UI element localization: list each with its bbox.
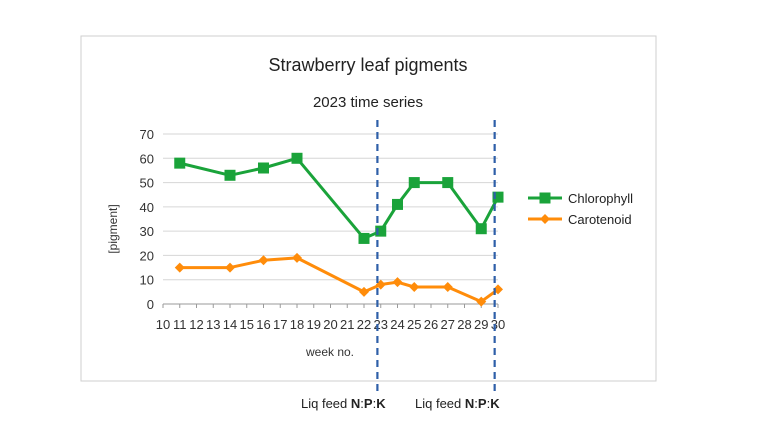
y-tick-label: 30 [140,224,154,239]
annotation-1-n: N [350,396,361,411]
x-tick-label: 13 [206,317,220,332]
chart-frame [80,35,657,382]
x-tick-label: 16 [256,317,270,332]
annotation-2-sep1: : [474,396,478,411]
x-tick-label: 19 [307,317,321,332]
data-point-carotenoid [292,252,302,263]
x-tick-label: 17 [273,317,287,332]
legend-marker-carotenoid [540,214,550,224]
x-tick-label: 25 [407,317,421,332]
data-point-chlorophyll [392,198,403,210]
annotation-2-sep2: : [486,396,491,411]
annotation-2-k: K [490,396,500,411]
data-point-chlorophyll [475,223,487,235]
x-tick-label: 15 [240,317,254,332]
x-tick-label: 27 [441,317,455,332]
data-point-chlorophyll [492,191,504,203]
annotation-1-sep1: : [360,396,364,411]
annotation-1-sep2: : [372,396,377,411]
chart-subtitle: 2023 time series [313,94,423,111]
data-point-chlorophyll [258,162,269,174]
data-point-chlorophyll [358,232,370,244]
annotation-1-text: Liq feed [301,396,351,411]
annotation-2-text: Liq feed [415,396,465,411]
y-tick-label: 20 [140,248,154,263]
data-point-carotenoid [392,277,403,288]
x-tick-label: 28 [457,317,471,332]
legend-label-chlorophyll: Chlorophyll [568,191,633,206]
x-tick-label: 10 [156,317,170,332]
y-tick-label: 50 [140,176,154,191]
y-tick-label: 0 [147,297,154,312]
x-tick-label: 11 [173,317,187,332]
x-tick-label: 22 [357,317,371,332]
x-axis-label: week no. [305,345,354,359]
data-point-carotenoid [258,255,269,266]
data-point-chlorophyll [442,177,454,189]
reference-lines [376,120,496,392]
data-point-carotenoid [442,282,453,292]
y-axis-label: [pigment] [106,204,120,253]
x-tick-label: 21 [340,317,354,332]
x-tick-label: 24 [390,317,404,332]
data-point-carotenoid [174,262,185,273]
x-tick-label: 29 [474,317,488,332]
data-point-chlorophyll [375,225,387,237]
x-tick-label: 30 [491,317,505,332]
series-group [174,152,504,307]
chart-title: Strawberry leaf pigments [268,55,467,75]
x-tick-labels: 10 11 12 13 14 15 16 17 18 19 20 21 22 23 24 25 26 27 28 29… [156,304,505,332]
y-tick-label: 70 [140,127,154,142]
data-point-carotenoid [225,262,235,273]
data-point-carotenoid [409,282,420,292]
data-point-chlorophyll [174,157,186,169]
annotation-2-p: P [477,396,487,411]
y-tick-label: 10 [140,273,154,288]
legend-marker-chlorophyll [539,192,551,204]
x-tick-label: 18 [290,317,304,332]
legend-label-carotenoid: Carotenoid [568,212,632,227]
data-point-chlorophyll [224,169,236,181]
data-point-chlorophyll [408,177,420,189]
x-tick-label: 26 [424,317,438,332]
y-tick-labels: 0 10 20 30 40 50 60 70 [140,127,154,312]
x-tick-label: 12 [189,317,203,332]
annotation-1-p: P [363,396,373,411]
annotation-liq-feed-2: Liq feed N:P:K [415,396,500,411]
annotation-1-k: K [376,396,386,411]
y-tick-label: 40 [140,200,154,215]
annotation-liq-feed-1: Liq feed N:P:K [301,396,386,411]
annotation-2-n: N [464,396,475,411]
data-point-carotenoid [359,286,369,297]
x-tick-label: 20 [323,317,337,332]
x-tick-label: 23 [374,317,388,332]
y-tick-label: 60 [140,151,154,166]
legend: Chlorophyll Carotenoid [528,191,633,227]
data-point-chlorophyll [291,152,303,164]
x-tick-label: 14 [223,317,237,332]
data-point-carotenoid [476,296,487,307]
